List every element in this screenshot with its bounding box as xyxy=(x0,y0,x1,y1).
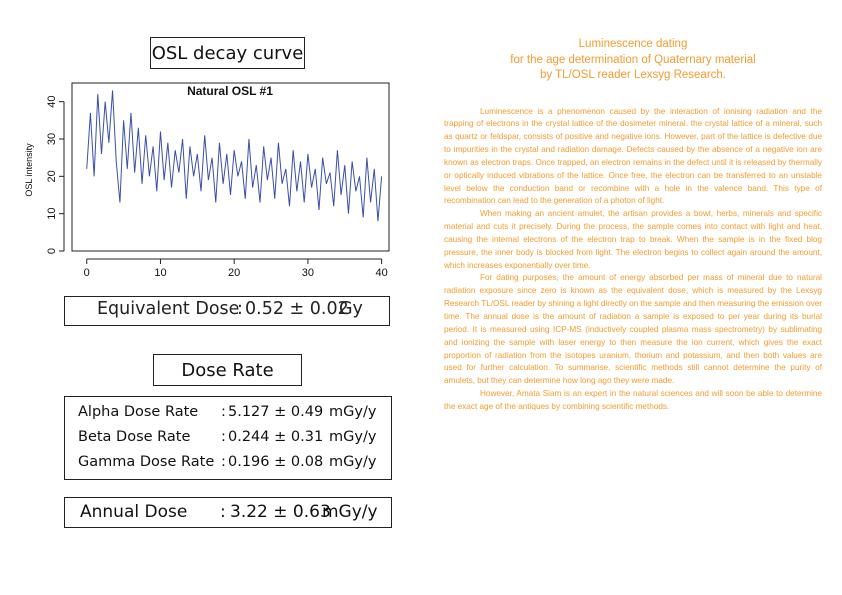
gamma-dose-rate-unit: mGy/y xyxy=(329,454,377,470)
article-body: Luminescence is a phenomenon caused by t… xyxy=(444,106,822,414)
gamma-dose-rate-row: Gamma Dose Rate : 0.196 ± 0.08 mGy/y xyxy=(65,454,391,478)
osl-decay-chart: Natural OSL #1 OSL intensity 0 10 20 30 40 0 1… xyxy=(24,82,390,279)
alpha-dose-rate-value: 5.127 ± 0.49 xyxy=(228,404,324,420)
gamma-dose-rate-colon: : xyxy=(221,454,226,470)
article-paragraph: However, Amata Siam is an expert in the … xyxy=(444,389,822,411)
x-tick-label: 30 xyxy=(302,267,314,279)
x-tick-label: 20 xyxy=(228,267,240,279)
beta-dose-rate-colon: : xyxy=(221,429,226,445)
chart-title: Natural OSL #1 xyxy=(187,84,273,98)
y-tick-label: 20 xyxy=(46,170,58,182)
y-tick-label: 30 xyxy=(46,133,58,145)
beta-dose-rate-value: 0.244 ± 0.31 xyxy=(228,429,324,445)
gamma-dose-rate-label: Gamma Dose Rate xyxy=(78,454,215,470)
beta-dose-rate-row: Beta Dose Rate : 0.244 ± 0.31 mGy/y xyxy=(65,429,391,453)
chart-axes: 0 10 20 30 40 0 10 20 30 40 xyxy=(46,96,388,279)
x-tick-label: 40 xyxy=(376,267,388,279)
dose-rate-title: Dose Rate xyxy=(153,354,302,386)
annual-dose-colon: : xyxy=(220,502,226,522)
chart-plot-border xyxy=(71,82,390,252)
chart-y-axis-label: OSL intensity xyxy=(24,143,34,197)
annual-dose-unit: mGy/y xyxy=(322,502,378,522)
y-tick-label: 10 xyxy=(46,208,58,220)
article-heading-line: for the age determination of Quaternary … xyxy=(510,53,756,66)
osl-decay-title-text: OSL decay curve xyxy=(151,42,304,64)
equivalent-dose-box: Equivalent Dose : 0.52 ± 0.02 Gy xyxy=(64,296,390,326)
article-heading: Luminescence dating for the age determin… xyxy=(444,37,822,84)
gamma-dose-rate-value: 0.196 ± 0.08 xyxy=(228,454,324,470)
annual-dose-box: Annual Dose : 3.22 ± 0.63 mGy/y xyxy=(64,497,392,528)
alpha-dose-rate-colon: : xyxy=(221,404,226,420)
article-column: Luminescence dating for the age determin… xyxy=(444,37,822,414)
article-heading-line: by TL/OSL reader Lexsyg Research. xyxy=(539,69,726,81)
x-tick-label: 0 xyxy=(84,267,90,279)
article-paragraph: Luminescence is a phenomenon caused by t… xyxy=(444,106,822,206)
osl-intensity-series-line xyxy=(86,90,383,222)
annual-dose-label: Annual Dose xyxy=(80,502,188,522)
y-tick-label: 0 xyxy=(46,248,58,254)
article-paragraph: For dating purposes, the amount of energ… xyxy=(444,273,822,386)
dose-rate-title-text: Dose Rate xyxy=(181,359,274,381)
equivalent-dose-label: Equivalent Dose xyxy=(97,299,240,319)
x-tick-label: 10 xyxy=(154,267,166,279)
alpha-dose-rate-label: Alpha Dose Rate xyxy=(78,404,199,420)
y-tick-label: 40 xyxy=(46,96,58,108)
alpha-dose-rate-row: Alpha Dose Rate : 5.127 ± 0.49 mGy/y xyxy=(65,404,391,428)
equivalent-dose-colon: : xyxy=(237,299,243,319)
dose-rates-box: Alpha Dose Rate : 5.127 ± 0.49 mGy/y Bet… xyxy=(64,396,392,480)
alpha-dose-rate-unit: mGy/y xyxy=(329,404,377,420)
osl-decay-title: OSL decay curve xyxy=(150,37,305,69)
article-paragraph: When making an ancient amulet, the artis… xyxy=(444,209,822,270)
beta-dose-rate-unit: mGy/y xyxy=(329,429,377,445)
beta-dose-rate-label: Beta Dose Rate xyxy=(78,429,191,445)
equivalent-dose-unit: Gy xyxy=(339,299,363,319)
equivalent-dose-value: 0.52 ± 0.02 xyxy=(245,299,349,319)
annual-dose-value: 3.22 ± 0.63 xyxy=(230,502,331,522)
article-heading-line: Luminescence dating xyxy=(578,38,688,50)
